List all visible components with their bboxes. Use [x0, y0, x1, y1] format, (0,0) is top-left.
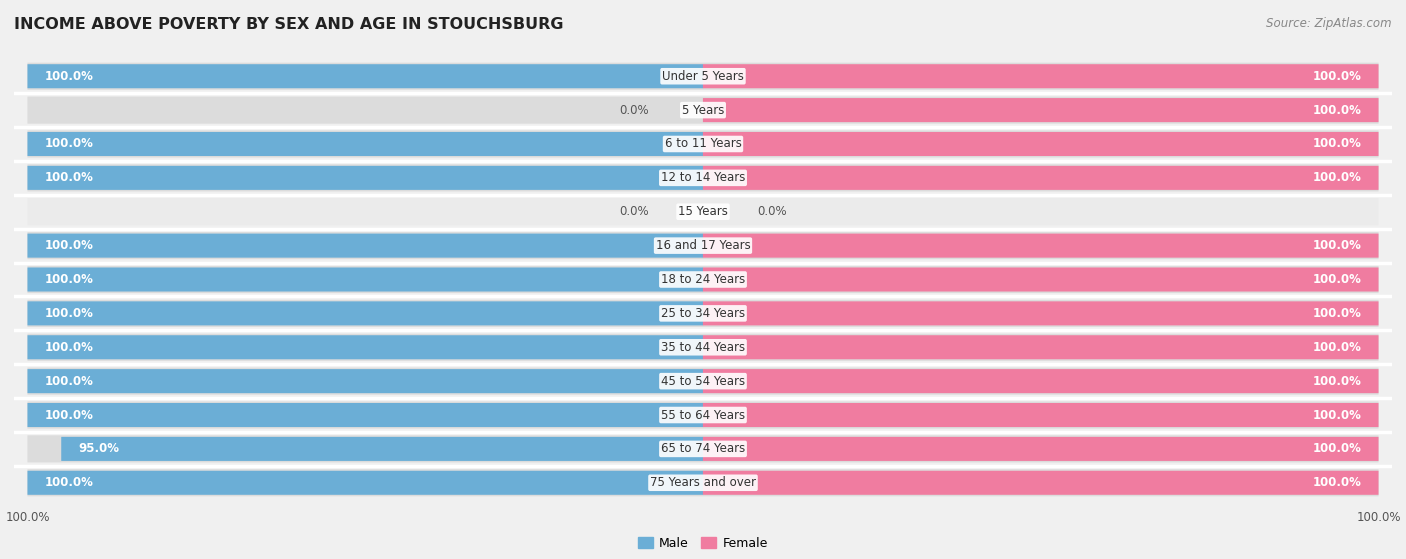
- Text: 100.0%: 100.0%: [45, 273, 93, 286]
- Text: 0.0%: 0.0%: [756, 205, 787, 218]
- FancyBboxPatch shape: [28, 234, 703, 258]
- Text: 100.0%: 100.0%: [1313, 239, 1361, 252]
- Text: 75 Years and over: 75 Years and over: [650, 476, 756, 489]
- FancyBboxPatch shape: [28, 130, 1378, 158]
- FancyBboxPatch shape: [28, 301, 703, 325]
- FancyBboxPatch shape: [28, 232, 1378, 259]
- FancyBboxPatch shape: [703, 234, 1378, 258]
- FancyBboxPatch shape: [28, 471, 703, 495]
- FancyBboxPatch shape: [28, 166, 703, 190]
- Text: 6 to 11 Years: 6 to 11 Years: [665, 138, 741, 150]
- FancyBboxPatch shape: [703, 437, 1378, 461]
- Text: 16 and 17 Years: 16 and 17 Years: [655, 239, 751, 252]
- Text: 100.0%: 100.0%: [1313, 103, 1361, 117]
- FancyBboxPatch shape: [28, 97, 1378, 124]
- Text: 0.0%: 0.0%: [619, 205, 650, 218]
- Text: 100.0%: 100.0%: [1313, 172, 1361, 184]
- Text: 100.0%: 100.0%: [45, 409, 93, 421]
- Text: 0.0%: 0.0%: [619, 103, 650, 117]
- Text: 5 Years: 5 Years: [682, 103, 724, 117]
- Text: Under 5 Years: Under 5 Years: [662, 70, 744, 83]
- FancyBboxPatch shape: [28, 132, 703, 156]
- FancyBboxPatch shape: [28, 401, 1378, 429]
- FancyBboxPatch shape: [703, 403, 1378, 427]
- Text: 100.0%: 100.0%: [1313, 307, 1361, 320]
- FancyBboxPatch shape: [28, 334, 1378, 361]
- Text: 25 to 34 Years: 25 to 34 Years: [661, 307, 745, 320]
- Text: 95.0%: 95.0%: [79, 442, 120, 456]
- Legend: Male, Female: Male, Female: [633, 532, 773, 555]
- Text: 100.0%: 100.0%: [45, 375, 93, 387]
- Text: 45 to 54 Years: 45 to 54 Years: [661, 375, 745, 387]
- FancyBboxPatch shape: [703, 267, 1378, 292]
- Text: 55 to 64 Years: 55 to 64 Years: [661, 409, 745, 421]
- Text: 100.0%: 100.0%: [45, 476, 93, 489]
- Text: 100.0%: 100.0%: [1313, 273, 1361, 286]
- Text: 100.0%: 100.0%: [1313, 442, 1361, 456]
- FancyBboxPatch shape: [28, 63, 1378, 90]
- FancyBboxPatch shape: [28, 164, 1378, 191]
- Text: 65 to 74 Years: 65 to 74 Years: [661, 442, 745, 456]
- Text: 18 to 24 Years: 18 to 24 Years: [661, 273, 745, 286]
- Text: 100.0%: 100.0%: [1313, 138, 1361, 150]
- Text: 15 Years: 15 Years: [678, 205, 728, 218]
- FancyBboxPatch shape: [28, 469, 1378, 496]
- FancyBboxPatch shape: [703, 471, 1378, 495]
- FancyBboxPatch shape: [28, 435, 1378, 462]
- FancyBboxPatch shape: [28, 369, 703, 393]
- Text: 100.0%: 100.0%: [45, 70, 93, 83]
- FancyBboxPatch shape: [28, 267, 703, 292]
- Text: 100.0%: 100.0%: [45, 307, 93, 320]
- Text: INCOME ABOVE POVERTY BY SEX AND AGE IN STOUCHSBURG: INCOME ABOVE POVERTY BY SEX AND AGE IN S…: [14, 17, 564, 32]
- Text: 100.0%: 100.0%: [45, 239, 93, 252]
- FancyBboxPatch shape: [703, 301, 1378, 325]
- FancyBboxPatch shape: [28, 266, 1378, 293]
- Text: 12 to 14 Years: 12 to 14 Years: [661, 172, 745, 184]
- FancyBboxPatch shape: [28, 368, 1378, 395]
- FancyBboxPatch shape: [703, 166, 1378, 190]
- FancyBboxPatch shape: [703, 335, 1378, 359]
- Text: 100.0%: 100.0%: [45, 341, 93, 354]
- Text: 35 to 44 Years: 35 to 44 Years: [661, 341, 745, 354]
- Text: 100.0%: 100.0%: [1313, 409, 1361, 421]
- Text: Source: ZipAtlas.com: Source: ZipAtlas.com: [1267, 17, 1392, 30]
- Text: 100.0%: 100.0%: [45, 172, 93, 184]
- Text: 100.0%: 100.0%: [1313, 476, 1361, 489]
- FancyBboxPatch shape: [703, 64, 1378, 88]
- Text: 100.0%: 100.0%: [1313, 341, 1361, 354]
- Text: 100.0%: 100.0%: [1313, 70, 1361, 83]
- FancyBboxPatch shape: [28, 198, 1378, 225]
- FancyBboxPatch shape: [28, 300, 1378, 327]
- Text: 100.0%: 100.0%: [45, 138, 93, 150]
- FancyBboxPatch shape: [703, 98, 1378, 122]
- FancyBboxPatch shape: [28, 403, 703, 427]
- Text: 100.0%: 100.0%: [1313, 375, 1361, 387]
- FancyBboxPatch shape: [62, 437, 703, 461]
- FancyBboxPatch shape: [28, 64, 703, 88]
- FancyBboxPatch shape: [703, 132, 1378, 156]
- FancyBboxPatch shape: [28, 335, 703, 359]
- FancyBboxPatch shape: [703, 369, 1378, 393]
